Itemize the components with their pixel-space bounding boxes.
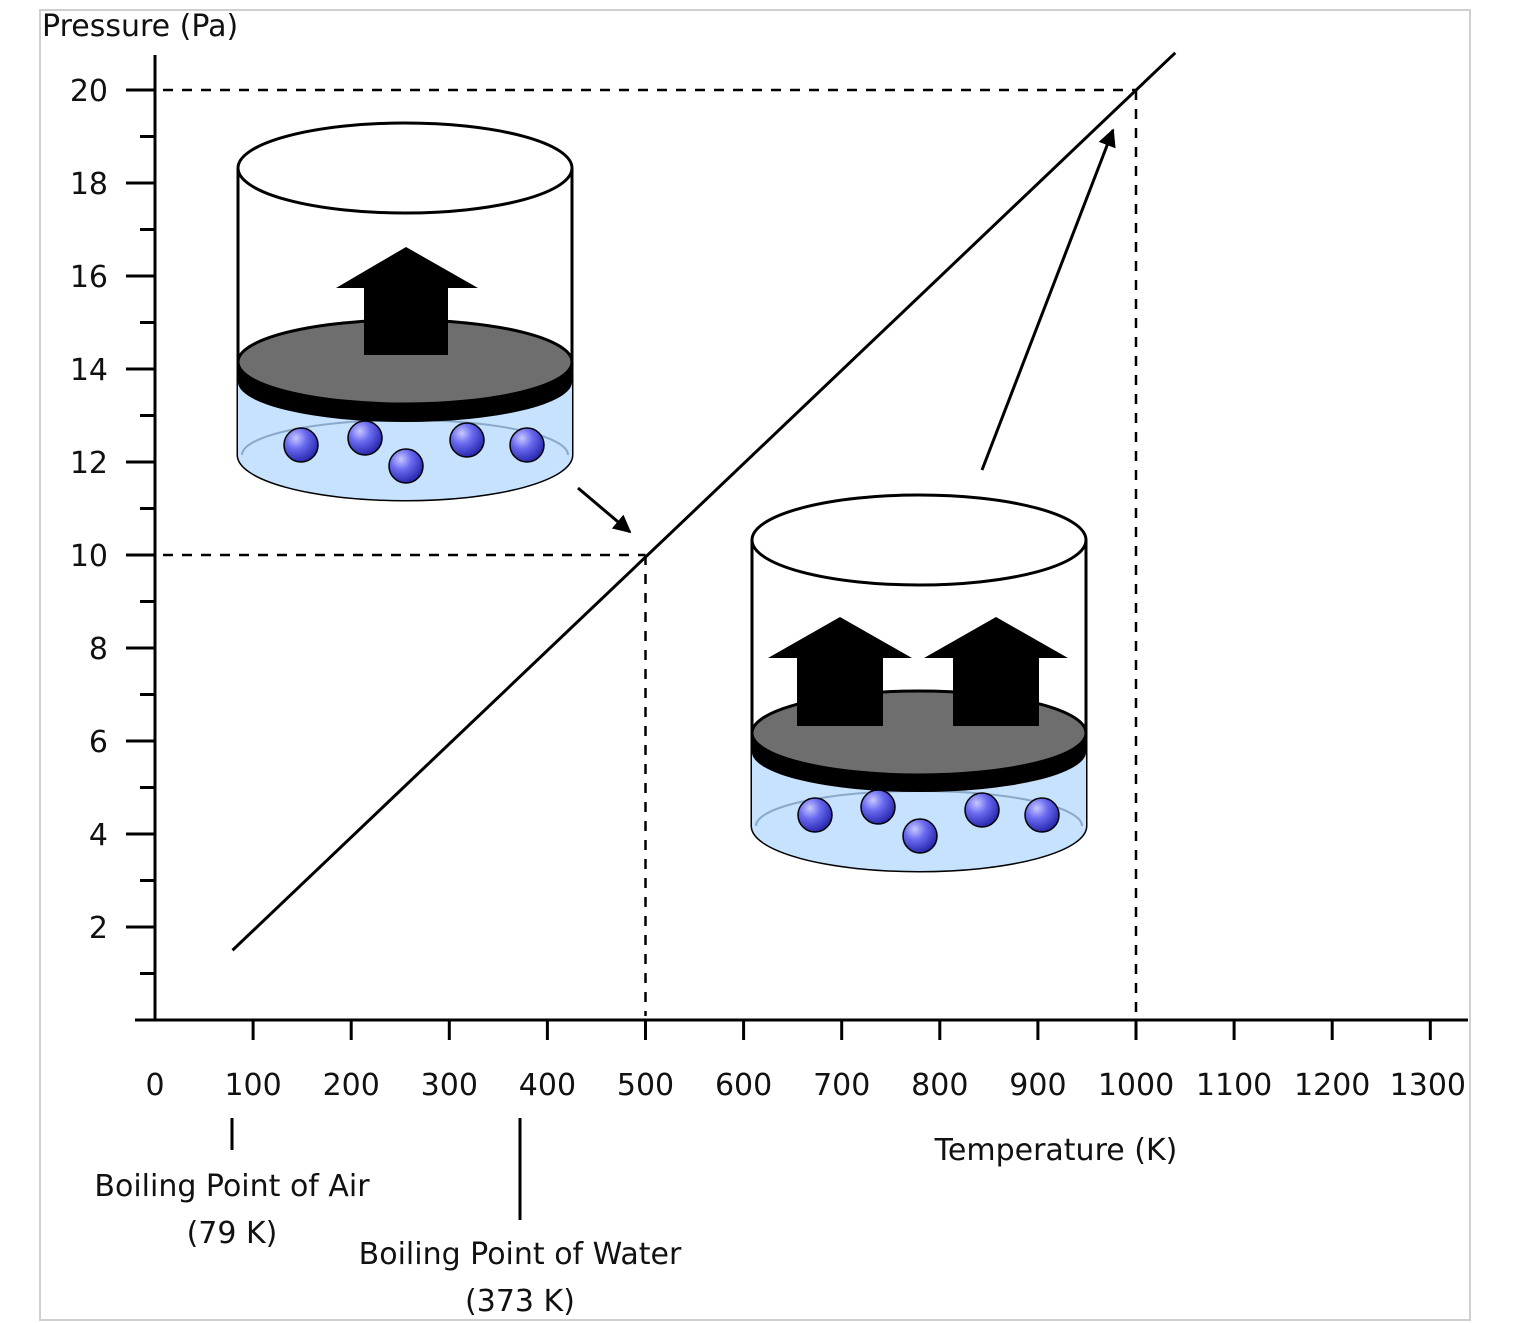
container-large-pressure-arrow-right — [924, 617, 1068, 726]
pointer-arrow-to-500k — [577, 486, 632, 534]
annotation-water-value: (373 K) — [465, 1284, 575, 1319]
container-small-pressure-arrow — [336, 247, 478, 355]
x-tick-label: 0 — [145, 1068, 164, 1103]
annotation-air-title: Boiling Point of Air — [94, 1169, 370, 1204]
x-tick-label: 900 — [1009, 1068, 1066, 1103]
x-tick-label: 400 — [519, 1068, 576, 1103]
x-tick-label: 600 — [715, 1068, 772, 1103]
x-tick-label: 500 — [617, 1068, 674, 1103]
x-tick-label: 800 — [911, 1068, 968, 1103]
y-axis-ticks: 2 4 6 8 10 12 14 16 18 20 — [70, 74, 155, 975]
y-tick-label: 10 — [70, 539, 108, 574]
particle — [1024, 797, 1060, 833]
particle — [797, 797, 833, 833]
container-small-illustration — [236, 121, 574, 502]
y-axis-label: Pressure (Pa) — [42, 9, 238, 44]
y-tick-label: 6 — [89, 725, 108, 760]
y-tick-label: 14 — [70, 353, 108, 388]
container-large-top — [750, 493, 1088, 587]
particle — [388, 448, 424, 484]
x-tick-label: 1000 — [1098, 1068, 1174, 1103]
x-tick-label: 200 — [323, 1068, 380, 1103]
y-tick-label: 16 — [70, 260, 108, 295]
container-large-illustration — [750, 493, 1088, 873]
container-large-pressure-arrow-left — [768, 617, 912, 726]
y-tick-label: 2 — [89, 911, 108, 946]
particle — [964, 792, 1000, 828]
x-tick-label: 1100 — [1196, 1068, 1272, 1103]
particle — [902, 818, 938, 854]
y-tick-label: 4 — [89, 818, 108, 853]
container-small-top — [236, 121, 574, 215]
x-axis-ticks: 0 100 200 300 400 500 600 700 800 900 1000 1100 1200… — [145, 1020, 1466, 1103]
x-tick-label: 100 — [224, 1068, 281, 1103]
annotations: Boiling Point of Air (79 K) Boiling Poin… — [94, 1118, 682, 1319]
annotation-air-value: (79 K) — [187, 1216, 278, 1251]
series-line — [231, 51, 1177, 952]
particle — [283, 427, 319, 463]
x-tick-label: 1300 — [1390, 1068, 1466, 1103]
x-tick-label: 1200 — [1294, 1068, 1370, 1103]
x-tick-label: 700 — [813, 1068, 870, 1103]
x-axis-label: Temperature (K) — [934, 1133, 1178, 1168]
y-tick-label: 12 — [70, 446, 108, 481]
particle — [449, 422, 485, 458]
y-tick-label: 8 — [89, 632, 108, 667]
reference-lines — [163, 88, 1138, 1016]
container-small-liquid — [238, 380, 572, 500]
y-tick-label: 18 — [70, 167, 108, 202]
annotation-water-title: Boiling Point of Water — [359, 1237, 682, 1272]
y-tick-label: 20 — [70, 74, 108, 109]
chart-frame — [39, 9, 1471, 1321]
container-large-liquid — [752, 752, 1086, 871]
pointer-arrow-to-1000k — [980, 128, 1116, 471]
particle — [860, 789, 896, 825]
x-tick-label: 300 — [421, 1068, 478, 1103]
particle — [509, 427, 545, 463]
particle — [347, 420, 383, 456]
